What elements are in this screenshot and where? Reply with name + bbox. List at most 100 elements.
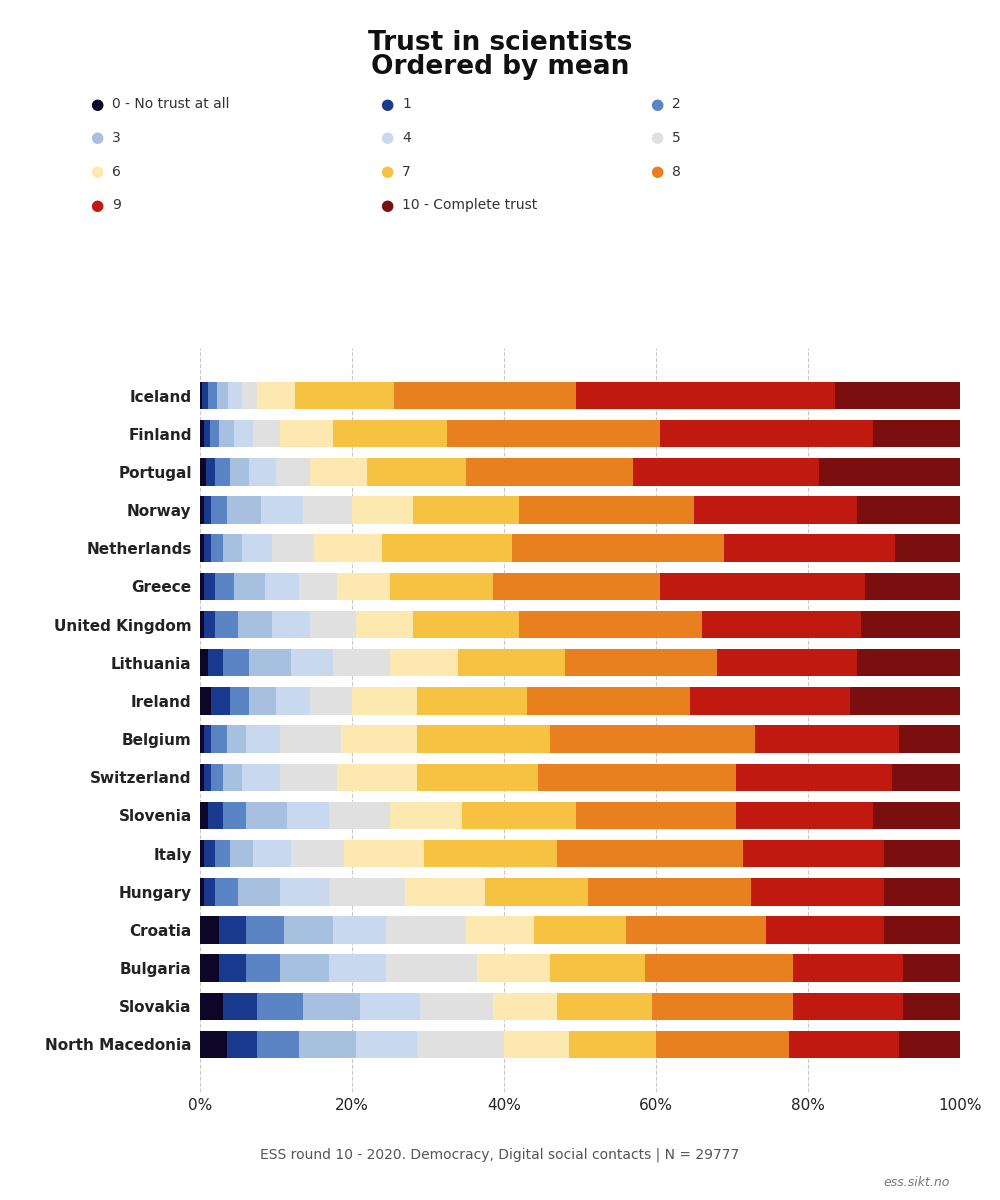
Bar	[857, 649, 960, 677]
Text: 8: 8	[672, 164, 681, 179]
Bar	[884, 840, 960, 868]
Bar	[534, 916, 626, 943]
Bar	[234, 420, 253, 448]
Bar	[200, 1031, 227, 1058]
Bar	[257, 1031, 299, 1058]
Bar	[724, 534, 895, 562]
Bar	[857, 497, 960, 524]
Bar	[512, 534, 724, 562]
Bar	[208, 802, 223, 829]
Bar	[204, 725, 211, 752]
Bar	[660, 420, 873, 448]
Bar	[899, 725, 960, 752]
Bar	[341, 725, 417, 752]
Text: ●: ●	[650, 164, 663, 179]
Bar	[519, 611, 702, 638]
Bar	[200, 458, 206, 486]
Bar	[899, 1031, 960, 1058]
Bar	[557, 992, 652, 1020]
Bar	[206, 458, 215, 486]
Bar	[417, 763, 538, 791]
Bar	[626, 916, 766, 943]
Text: ●: ●	[650, 97, 663, 112]
Bar	[865, 572, 960, 600]
Bar	[873, 420, 960, 448]
Bar	[280, 763, 337, 791]
Bar	[789, 1031, 899, 1058]
Bar	[299, 572, 337, 600]
Text: ●: ●	[380, 97, 393, 112]
Text: 6: 6	[112, 164, 121, 179]
Text: 2: 2	[672, 97, 681, 112]
Bar	[257, 382, 295, 409]
Bar	[485, 878, 588, 906]
Text: ●: ●	[650, 131, 663, 145]
Text: 9: 9	[112, 198, 121, 212]
Bar	[493, 992, 557, 1020]
Bar	[702, 611, 861, 638]
Bar	[208, 382, 217, 409]
Bar	[417, 1031, 504, 1058]
Bar	[861, 611, 960, 638]
Text: Trust in scientists: Trust in scientists	[368, 30, 632, 56]
Bar	[223, 649, 249, 677]
Bar	[352, 497, 413, 524]
Bar	[656, 1031, 789, 1058]
Bar	[690, 688, 850, 715]
Bar	[200, 611, 204, 638]
Bar	[390, 572, 493, 600]
Bar	[352, 688, 417, 715]
Bar	[477, 954, 550, 982]
Bar	[386, 954, 477, 982]
Bar	[413, 611, 519, 638]
Bar	[310, 688, 352, 715]
Bar	[417, 688, 527, 715]
Bar	[234, 572, 265, 600]
Bar	[227, 725, 246, 752]
Bar	[219, 420, 234, 448]
Text: ●: ●	[380, 164, 393, 179]
Bar	[217, 382, 228, 409]
Bar	[276, 458, 310, 486]
Bar	[200, 649, 208, 677]
Bar	[200, 497, 204, 524]
Bar	[200, 916, 219, 943]
Bar	[211, 725, 227, 752]
Bar	[565, 649, 717, 677]
Bar	[200, 688, 211, 715]
Bar	[356, 611, 413, 638]
Bar	[280, 954, 329, 982]
Bar	[884, 878, 960, 906]
Bar	[219, 954, 246, 982]
Bar	[249, 688, 276, 715]
Bar	[272, 534, 314, 562]
Bar	[895, 534, 960, 562]
Bar	[314, 534, 382, 562]
Bar	[230, 458, 249, 486]
Text: ●: ●	[380, 131, 393, 145]
Bar	[291, 840, 344, 868]
Bar	[200, 954, 219, 982]
Bar	[208, 649, 223, 677]
Bar	[588, 878, 751, 906]
Bar	[755, 725, 899, 752]
Bar	[329, 878, 405, 906]
Bar	[295, 382, 394, 409]
Bar	[215, 458, 230, 486]
Bar	[276, 688, 310, 715]
Bar	[333, 420, 447, 448]
Bar	[527, 688, 690, 715]
Bar	[751, 878, 884, 906]
Bar	[333, 916, 386, 943]
Bar	[230, 840, 253, 868]
Bar	[645, 954, 793, 982]
Bar	[242, 534, 272, 562]
Bar	[210, 420, 219, 448]
Bar	[204, 840, 215, 868]
Bar	[204, 497, 211, 524]
Bar	[550, 954, 645, 982]
Bar	[717, 649, 857, 677]
Bar	[873, 802, 960, 829]
Bar	[903, 954, 960, 982]
Bar	[204, 572, 215, 600]
